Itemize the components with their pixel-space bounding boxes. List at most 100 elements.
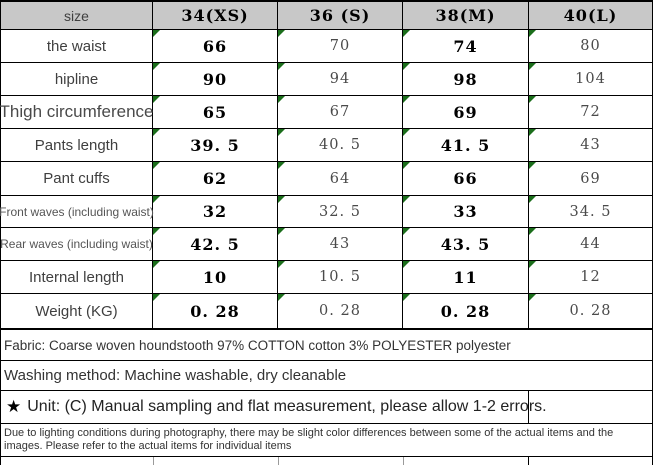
header-cell-36s: 36 (S) — [278, 2, 403, 30]
row-label-pants-length: Pants length — [1, 129, 153, 162]
disclaimer-note-row: Due to lighting conditions during photog… — [0, 424, 653, 457]
header-label: size — [64, 7, 89, 24]
cell-corner-marker-icon — [278, 261, 285, 268]
cell-value: 66 — [453, 169, 478, 188]
row-label-text: the waist — [46, 37, 107, 55]
row-label-front-waves: Front waves (including waist) — [0, 196, 154, 228]
cell-value: 64 — [329, 170, 351, 187]
row-label-the-waist: the waist — [1, 30, 153, 63]
star-icon: ★ — [6, 397, 22, 416]
cell-value: 69 — [580, 170, 601, 187]
header-cell-size: size — [1, 2, 153, 30]
cell-corner-marker-icon — [529, 63, 536, 70]
cell-corner-marker-icon — [529, 261, 536, 268]
cell-corner-marker-icon — [529, 294, 536, 301]
grid-tick — [278, 457, 279, 465]
header-cell-38m: 38(M) — [403, 2, 529, 30]
row-label-text: Pants length — [34, 136, 119, 154]
cutoff-row — [0, 457, 653, 465]
value-cell: 98 — [403, 63, 529, 96]
cell-corner-marker-icon — [278, 196, 285, 203]
row-label-text: Front waves (including waist) — [0, 204, 154, 219]
cell-corner-marker-icon — [153, 294, 160, 301]
value-cell: 69 — [403, 96, 529, 129]
value-cell: 34. 5 — [529, 196, 652, 228]
cell-value: 98 — [453, 69, 478, 89]
value-cell: 72 — [529, 96, 652, 129]
cell-value: 41. 5 — [440, 135, 491, 155]
header-cell-34xs: 34(XS) — [153, 2, 278, 30]
cell-value: 33 — [453, 202, 478, 221]
row-label-pant-cuffs: Pant cuffs — [1, 162, 153, 196]
value-cell: 33 — [403, 196, 529, 228]
cell-value: 12 — [580, 269, 601, 285]
value-cell: 40. 5 — [278, 129, 403, 162]
value-cell: 0. 28 — [153, 294, 278, 328]
header-label: 34(XS) — [181, 6, 249, 25]
disclaimer-note-text: Due to lighting conditions during photog… — [4, 427, 614, 452]
cell-corner-marker-icon — [403, 30, 410, 37]
cell-value: 43. 5 — [440, 234, 491, 254]
row-label-text: Weight (KG) — [35, 302, 118, 320]
cell-value: 34. 5 — [569, 203, 612, 220]
cell-value: 70 — [329, 38, 351, 54]
fabric-note-row: Fabric: Coarse woven houndstooth 97% COT… — [0, 330, 653, 361]
grid-tick — [403, 457, 404, 465]
grid-tick — [153, 457, 154, 465]
cell-value: 72 — [580, 104, 601, 120]
cell-value: 42. 5 — [190, 234, 240, 254]
cell-corner-marker-icon — [278, 96, 285, 103]
value-cell: 65 — [153, 96, 278, 129]
cell-corner-marker-icon — [403, 162, 410, 169]
washing-note-row: Washing method: Machine washable, dry cl… — [0, 361, 653, 391]
cell-corner-marker-icon — [529, 96, 536, 103]
cell-value: 65 — [202, 102, 228, 122]
cell-value: 69 — [453, 102, 478, 122]
column-divider-line — [528, 391, 529, 423]
cell-value: 62 — [202, 169, 228, 188]
cell-value: 74 — [453, 36, 478, 56]
value-cell: 69 — [529, 162, 652, 196]
cell-value: 39. 5 — [190, 135, 240, 155]
cell-corner-marker-icon — [403, 96, 410, 103]
row-label-weight: Weight (KG) — [1, 294, 153, 328]
value-cell: 62 — [153, 162, 278, 196]
cell-corner-marker-icon — [403, 294, 410, 301]
cell-corner-marker-icon — [153, 96, 160, 103]
cell-value: 11 — [453, 267, 478, 287]
value-cell: 66 — [153, 30, 278, 63]
value-cell: 42. 5 — [153, 228, 278, 261]
cell-value: 80 — [580, 38, 601, 54]
header-cell-40l: 40(L) — [529, 2, 652, 30]
cell-corner-marker-icon — [403, 261, 410, 268]
value-cell: 64 — [278, 162, 403, 196]
cell-corner-marker-icon — [529, 162, 536, 169]
washing-note-text: Washing method: Machine washable, dry cl… — [4, 367, 347, 384]
cell-corner-marker-icon — [153, 228, 160, 235]
cell-corner-marker-icon — [278, 30, 285, 37]
cell-corner-marker-icon — [153, 129, 160, 136]
cell-value: 104 — [575, 71, 606, 87]
cell-value: 90 — [202, 69, 228, 89]
value-cell: 70 — [278, 30, 403, 63]
cell-value: 32. 5 — [319, 203, 361, 220]
value-cell: 104 — [529, 63, 652, 96]
cell-value: 10. 5 — [319, 269, 361, 285]
row-label-text: Rear waves (including waist) — [0, 237, 153, 251]
header-label: 40(L) — [563, 6, 618, 25]
unit-note-row: ★ Unit: (C) Manual sampling and flat mea… — [0, 391, 653, 424]
value-cell: 80 — [529, 30, 652, 63]
value-cell: 74 — [403, 30, 529, 63]
cell-corner-marker-icon — [278, 63, 285, 70]
unit-note-text: Unit: (C) Manual sampling and flat measu… — [27, 398, 547, 415]
cell-corner-marker-icon — [403, 228, 410, 235]
cell-corner-marker-icon — [403, 196, 410, 203]
row-label-text: Internal length — [28, 268, 125, 286]
size-table: size 34(XS) 36 (S) 38(M) 40(L) the waist… — [0, 0, 653, 330]
cell-value: 67 — [329, 104, 351, 120]
cell-value: 0. 28 — [440, 301, 491, 321]
cell-corner-marker-icon — [153, 261, 160, 268]
row-label-text: Pant cuffs — [43, 170, 110, 187]
value-cell: 94 — [278, 63, 403, 96]
cell-value: 94 — [329, 71, 351, 87]
